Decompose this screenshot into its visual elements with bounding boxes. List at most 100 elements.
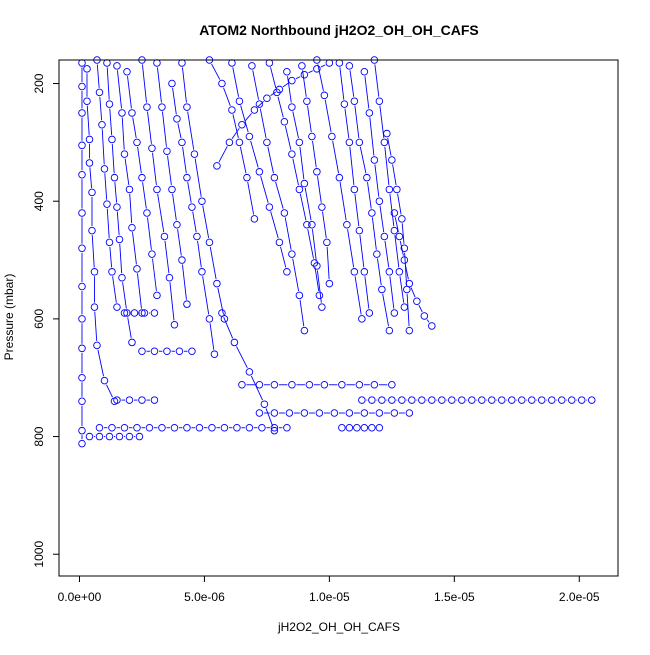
series-segment [404,252,408,285]
series-group [218,309,279,435]
data-point [225,138,234,147]
data-point [285,409,294,417]
data-point [228,106,236,114]
series-segment [232,114,239,139]
data-point [538,396,546,404]
data-point [363,173,371,182]
data-point [88,226,96,235]
data-point [255,409,264,417]
data-point [300,179,309,188]
series-segment [182,146,187,174]
series-segment [177,123,182,139]
data-point [78,244,86,253]
data-point [528,396,536,404]
data-point [270,426,279,435]
data-point [78,439,86,448]
series-segment [292,258,300,292]
data-point [158,103,166,111]
x-axis-label: jH2O2_OH_OH_CAFS [277,620,400,634]
series-segment [292,158,299,186]
series-segment [299,193,307,221]
data-point [320,91,329,100]
data-point [163,147,171,155]
series-segment [202,205,210,239]
data-point [255,100,264,108]
series-segment [252,70,259,100]
data-point [335,173,344,182]
data-point [393,185,401,194]
data-point [365,309,374,317]
y-tick-label: 1000 [32,541,46,568]
series-segment [270,67,277,89]
data-point [108,135,116,144]
data-point [375,423,384,432]
data-point [390,309,399,317]
series-group [113,396,159,404]
series-segment [172,193,177,221]
data-point [418,396,426,404]
data-point [318,203,326,211]
data-point [145,423,154,432]
series-group [238,381,396,389]
data-point [385,326,394,335]
series-group [153,59,191,308]
series-segment [111,143,115,174]
series-segment [322,211,327,239]
series-segment [284,126,292,150]
series-segment [106,67,110,100]
data-point [370,156,379,164]
series-segment [324,99,332,133]
series-segment [232,67,239,97]
data-point [313,65,321,73]
series-group [298,62,334,288]
series-segment [101,129,105,165]
data-point [353,423,361,432]
data-point [88,188,96,197]
series-segment [397,193,402,215]
series-segment [344,108,350,138]
data-point [183,423,191,432]
data-point [405,279,414,288]
series-segment [295,76,301,80]
data-point [110,173,119,182]
series-segment [406,293,410,327]
data-point [360,68,369,76]
data-point [400,244,409,253]
series-segment [167,155,172,186]
data-point [378,396,386,404]
series-segment [399,276,405,303]
data-point [113,396,121,404]
data-point [120,309,129,317]
series-segment [320,64,326,68]
data-point [143,103,151,111]
series-segment [116,211,120,236]
data-point [78,426,86,435]
data-point [85,135,94,144]
series-group [113,62,146,317]
data-point [93,341,101,350]
data-point [218,79,226,88]
series-segment [354,276,362,315]
series-group [313,56,366,323]
series-segment [367,182,372,209]
data-point [568,396,576,404]
data-point [300,70,309,79]
series-segment [119,243,123,274]
data-point [153,291,161,300]
data-point [78,209,86,217]
data-point [420,312,429,320]
series-segment [86,105,90,135]
data-point [308,220,316,229]
series-segment [265,408,274,427]
data-point [188,203,196,211]
series-group [168,79,219,358]
data-point [85,432,94,441]
data-point [115,432,124,441]
data-point [173,115,181,123]
data-point [380,232,389,241]
data-point [280,209,289,217]
data-point [300,326,309,335]
series-segment [182,67,187,103]
series-segment [374,64,380,97]
